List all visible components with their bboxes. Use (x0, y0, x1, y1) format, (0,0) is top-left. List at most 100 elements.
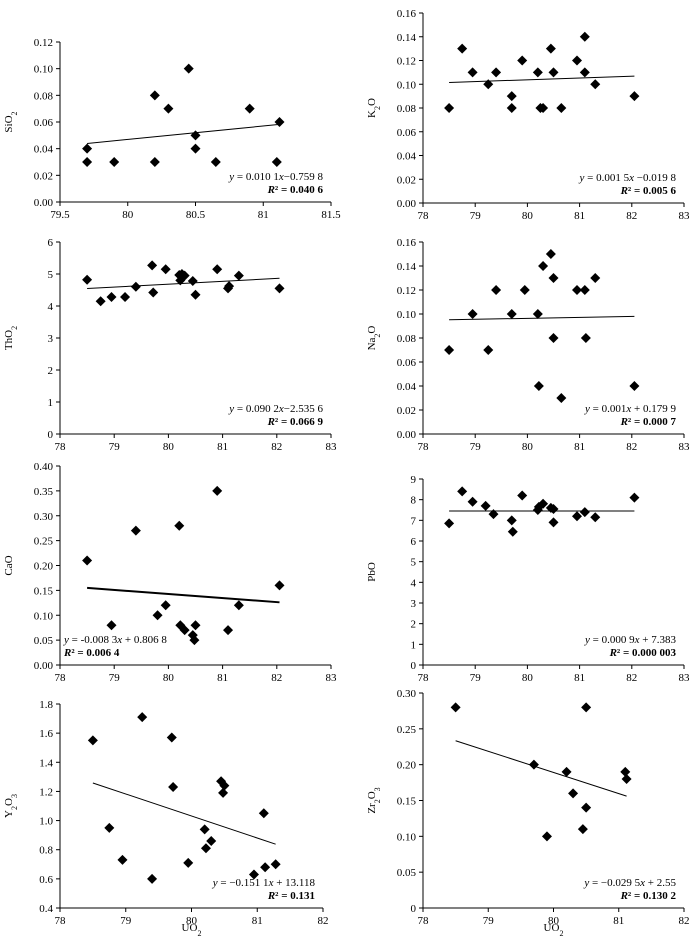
y-tick-label: 0.00 (397, 429, 417, 441)
y-tick-label: 0 (48, 429, 54, 441)
data-point (248, 869, 259, 880)
y-tick-label: 0.14 (397, 32, 417, 44)
y-tick-label: 2 (48, 365, 54, 377)
y-tick-label: 0.02 (397, 405, 416, 417)
y-tick-label: 0.04 (34, 144, 54, 156)
r-squared-label: R² = 0.000 7 (620, 416, 677, 428)
data-point (548, 273, 559, 283)
y-tick-label: 0.10 (397, 79, 417, 91)
y-tick-label: 3 (48, 333, 54, 345)
data-point (556, 103, 567, 113)
data-point (190, 620, 201, 631)
data-point (210, 157, 221, 167)
data-point (548, 67, 559, 78)
data-point (528, 759, 539, 770)
data-point (580, 333, 591, 343)
data-point (579, 507, 590, 518)
data-point (87, 735, 98, 746)
data-point (581, 802, 592, 813)
data-point (179, 270, 190, 281)
x-tick-label: 80 (122, 209, 134, 221)
data-point (223, 625, 234, 636)
data-point (212, 264, 223, 275)
y-tick-label: 1.2 (39, 786, 53, 798)
y-tick-label: 0.20 (34, 561, 54, 573)
y-tick-label: 6 (48, 237, 54, 249)
y-tick-label: 0.02 (397, 174, 416, 186)
data-point (579, 31, 590, 42)
data-point (160, 600, 171, 611)
data-point (532, 67, 543, 78)
y-tick-label: 0.35 (34, 486, 54, 498)
x-tick-label: 79 (120, 915, 132, 927)
y-tick-label: 0 (411, 903, 417, 915)
y-tick-label: 9 (411, 474, 417, 486)
x-tick-label: 82 (626, 672, 637, 684)
x-tick-label: 81 (217, 672, 228, 684)
data-point (517, 490, 528, 501)
y-tick-label: 8 (411, 495, 417, 507)
data-point (82, 143, 93, 154)
data-point (152, 610, 163, 621)
data-point (130, 525, 141, 536)
y-tick-label: 0.10 (397, 309, 417, 321)
r-squared-label: R² = 0.130 2 (620, 890, 677, 902)
y-tick-label: 0.14 (397, 261, 417, 273)
y-tick-label: 0.25 (34, 536, 54, 548)
y-tick-label: 0.02 (34, 170, 53, 182)
y-tick-label: 1.6 (39, 728, 53, 740)
x-tick-label: 78 (55, 441, 67, 453)
y-tick-label: 1.0 (39, 816, 53, 828)
data-point (218, 787, 229, 798)
y-tick-label: 0.16 (397, 8, 417, 20)
data-point (166, 732, 177, 743)
x-tick-label: 78 (55, 672, 67, 684)
y-tick-label: 0.10 (34, 610, 54, 622)
y-tick-label: 0.6 (39, 874, 53, 886)
data-point (190, 143, 201, 154)
x-tick-label: 80 (186, 915, 198, 927)
data-point (629, 492, 640, 503)
data-point (137, 712, 148, 723)
data-point (517, 55, 528, 66)
y-tick-label: 1.8 (39, 699, 53, 711)
trendline (449, 75, 635, 83)
x-tick-label: 83 (326, 441, 338, 453)
data-point (168, 782, 179, 793)
data-point (219, 780, 230, 791)
trendline (92, 782, 276, 845)
trendline (87, 277, 280, 290)
regression-equation: y = 0.001 5x −0.019 8 (579, 172, 677, 184)
y-axis-label: ThO2 (3, 326, 19, 350)
data-point (506, 103, 517, 113)
x-tick-label: 78 (418, 672, 430, 684)
regression-equation: y = -0.008 3x + 0.806 8 (63, 634, 167, 646)
y-tick-label: 7 (411, 515, 417, 527)
y-tick-label: 3 (411, 598, 417, 610)
r-squared-label: R² = 0.040 6 (267, 184, 324, 196)
data-point (206, 835, 217, 846)
x-tick-label: 79 (470, 441, 482, 453)
x-tick-label: 81 (252, 915, 263, 927)
trendline (87, 123, 280, 144)
y-tick-label: 0.06 (34, 117, 54, 129)
y-tick-label: 0.06 (397, 127, 417, 139)
x-tick-label: 83 (679, 210, 691, 222)
trendline (455, 740, 627, 797)
regression-equation: y = 0.001x + 0.179 9 (584, 403, 676, 415)
data-point (149, 90, 160, 101)
y-axis-label: SiO2 (3, 111, 19, 132)
data-point (571, 511, 582, 522)
data-point (444, 518, 455, 529)
scatter-panel-3: 78 79 80 81 82 83 0 1 2 3 4 5 6 ThO2 y = 0.090 2x−2.53… (3, 237, 337, 453)
data-point (538, 498, 549, 509)
regression-equation: y = −0.151 1x + 13.118 (212, 877, 316, 889)
data-point (179, 625, 190, 636)
data-point (233, 600, 244, 611)
data-point (590, 79, 601, 90)
data-point (579, 67, 590, 78)
x-tick-label: 83 (679, 441, 691, 453)
x-tick-label: 81 (574, 210, 585, 222)
y-tick-label: 5 (48, 269, 54, 281)
data-point (274, 117, 285, 127)
